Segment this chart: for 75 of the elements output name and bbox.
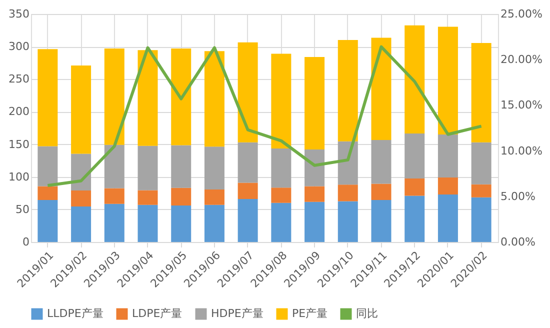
legend-label: 同比 xyxy=(356,307,378,320)
bar xyxy=(271,202,292,242)
bar xyxy=(38,49,58,146)
bar xyxy=(38,200,58,242)
bar xyxy=(471,42,492,142)
y-tick-label: 50 xyxy=(16,202,30,216)
y-tick-label: 150 xyxy=(8,138,30,151)
bar xyxy=(304,56,325,150)
bar xyxy=(304,186,325,202)
bar xyxy=(338,201,358,242)
bar xyxy=(371,140,392,184)
y2-tick-label: 20.00% xyxy=(500,53,542,66)
bar xyxy=(404,134,425,178)
bar xyxy=(204,204,224,242)
legend-label: PE产量 xyxy=(292,307,328,320)
bar xyxy=(104,204,124,242)
bar xyxy=(404,25,425,134)
bar xyxy=(338,184,358,202)
bar xyxy=(71,190,92,206)
bar xyxy=(471,184,492,198)
bar xyxy=(371,38,392,140)
bar xyxy=(204,190,224,205)
bar xyxy=(238,42,258,142)
bar xyxy=(71,154,92,191)
bar xyxy=(138,146,158,190)
legend-label: HDPE产量 xyxy=(211,307,264,320)
line-series xyxy=(46,45,483,187)
bar xyxy=(238,142,258,183)
bar xyxy=(438,178,458,194)
bar xyxy=(404,196,425,242)
bar xyxy=(371,200,392,242)
bar xyxy=(171,145,192,188)
bar xyxy=(171,206,192,242)
bar xyxy=(271,188,292,203)
bar xyxy=(171,188,192,206)
bar xyxy=(204,146,224,190)
y2-tick-label: 25.00% xyxy=(500,8,542,20)
bar xyxy=(304,149,325,186)
bar xyxy=(471,142,492,184)
y2-tick-label: 10.00% xyxy=(500,144,542,158)
bar xyxy=(238,199,258,242)
bar xyxy=(438,26,458,135)
y-tick-label: 100 xyxy=(8,170,30,184)
legend-label: LLDPE产量 xyxy=(47,307,104,320)
bar xyxy=(104,144,124,188)
y-tick-label: 0 xyxy=(22,236,30,248)
bar xyxy=(38,146,58,186)
bar xyxy=(38,186,58,200)
bar xyxy=(371,184,392,200)
bar xyxy=(338,40,358,142)
y2-tick-label: 5.00% xyxy=(500,190,536,203)
bar xyxy=(71,65,92,154)
y-tick-label: 300 xyxy=(8,40,30,54)
bar xyxy=(238,182,258,200)
bar xyxy=(271,148,292,188)
bar xyxy=(438,134,458,178)
bar xyxy=(138,204,158,242)
bar xyxy=(204,51,224,147)
y-tick-label: 250 xyxy=(8,72,30,86)
y2-tick-label: 15.00% xyxy=(500,98,542,112)
bar xyxy=(471,197,492,242)
bar xyxy=(171,48,192,146)
y2-tick-label: 0.00% xyxy=(500,236,536,248)
bar xyxy=(138,50,158,146)
y-tick-label: 350 xyxy=(8,8,30,20)
legend-label: LDPE产量 xyxy=(132,307,182,320)
y-tick-label: 200 xyxy=(8,105,30,118)
bar xyxy=(438,194,458,242)
bar xyxy=(138,190,158,205)
bar xyxy=(104,48,124,145)
bar xyxy=(404,178,425,196)
bar xyxy=(271,54,292,149)
bar xyxy=(104,188,124,204)
bar xyxy=(304,202,325,242)
bar xyxy=(71,206,92,242)
